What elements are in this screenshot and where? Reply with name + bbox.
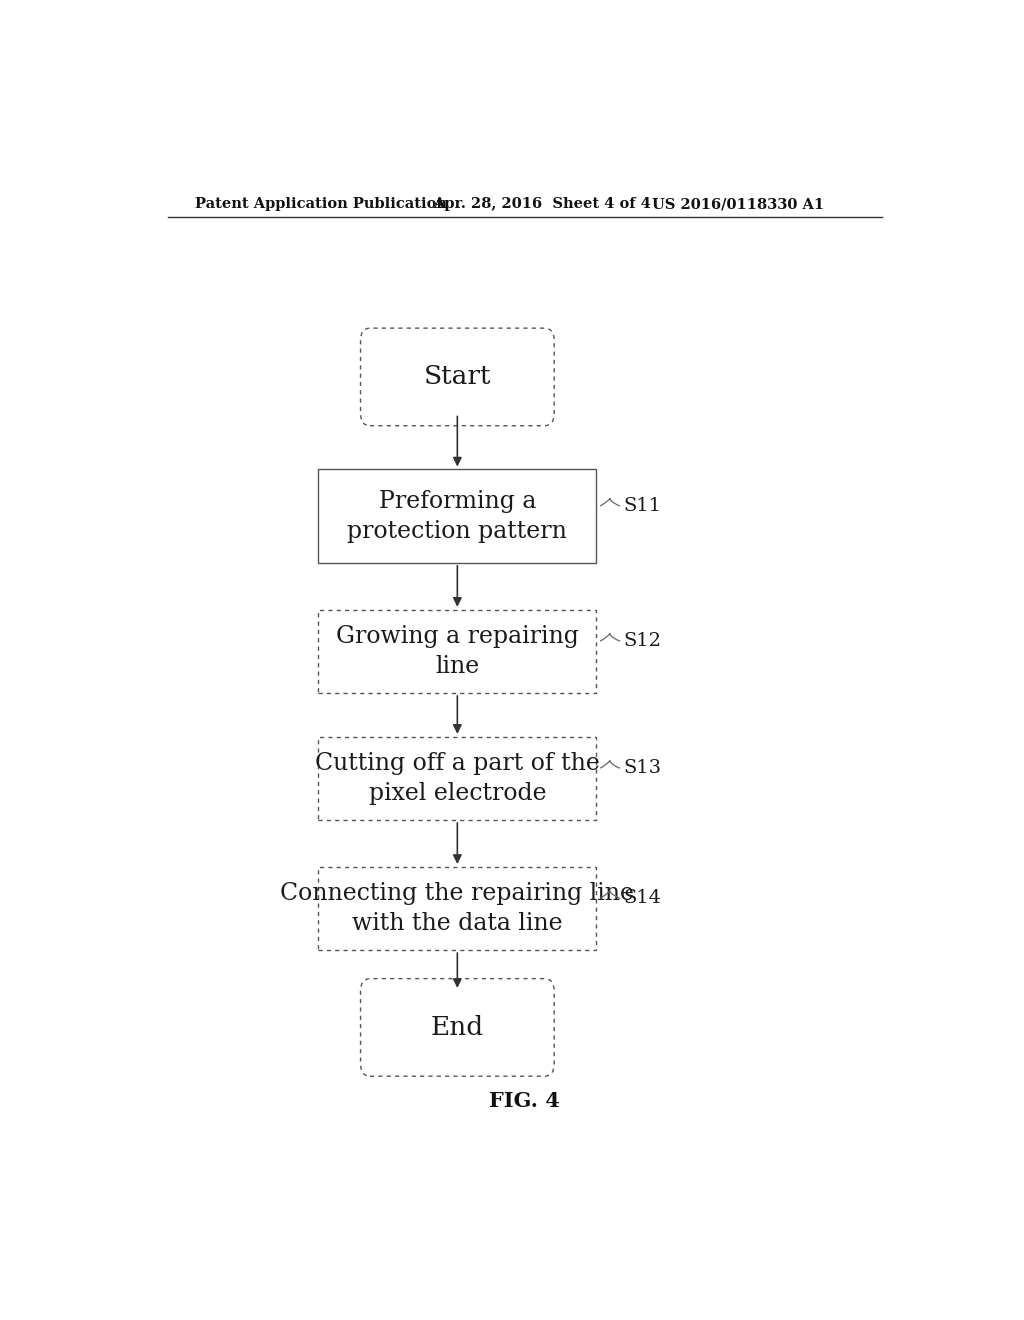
Text: Start: Start (424, 364, 492, 389)
Text: Preforming a
protection pattern: Preforming a protection pattern (347, 490, 567, 543)
Text: S13: S13 (624, 759, 662, 777)
FancyBboxPatch shape (360, 329, 554, 426)
Text: S14: S14 (624, 890, 662, 907)
Text: Apr. 28, 2016  Sheet 4 of 4: Apr. 28, 2016 Sheet 4 of 4 (433, 197, 651, 211)
Bar (318, 470, 596, 562)
Text: S11: S11 (624, 498, 662, 515)
Text: Cutting off a part of the
pixel electrode: Cutting off a part of the pixel electrod… (315, 752, 600, 805)
Text: End: End (431, 1015, 484, 1040)
Text: US 2016/0118330 A1: US 2016/0118330 A1 (652, 197, 824, 211)
Text: Patent Application Publication: Patent Application Publication (196, 197, 447, 211)
Text: Growing a repairing
line: Growing a repairing line (336, 624, 579, 678)
Text: FIG. 4: FIG. 4 (489, 1090, 560, 1110)
Text: S12: S12 (624, 632, 662, 651)
Bar (318, 737, 596, 820)
Bar (318, 867, 596, 950)
Bar (318, 610, 596, 693)
Text: Connecting the repairing line
with the data line: Connecting the repairing line with the d… (281, 882, 634, 935)
FancyBboxPatch shape (360, 978, 554, 1076)
